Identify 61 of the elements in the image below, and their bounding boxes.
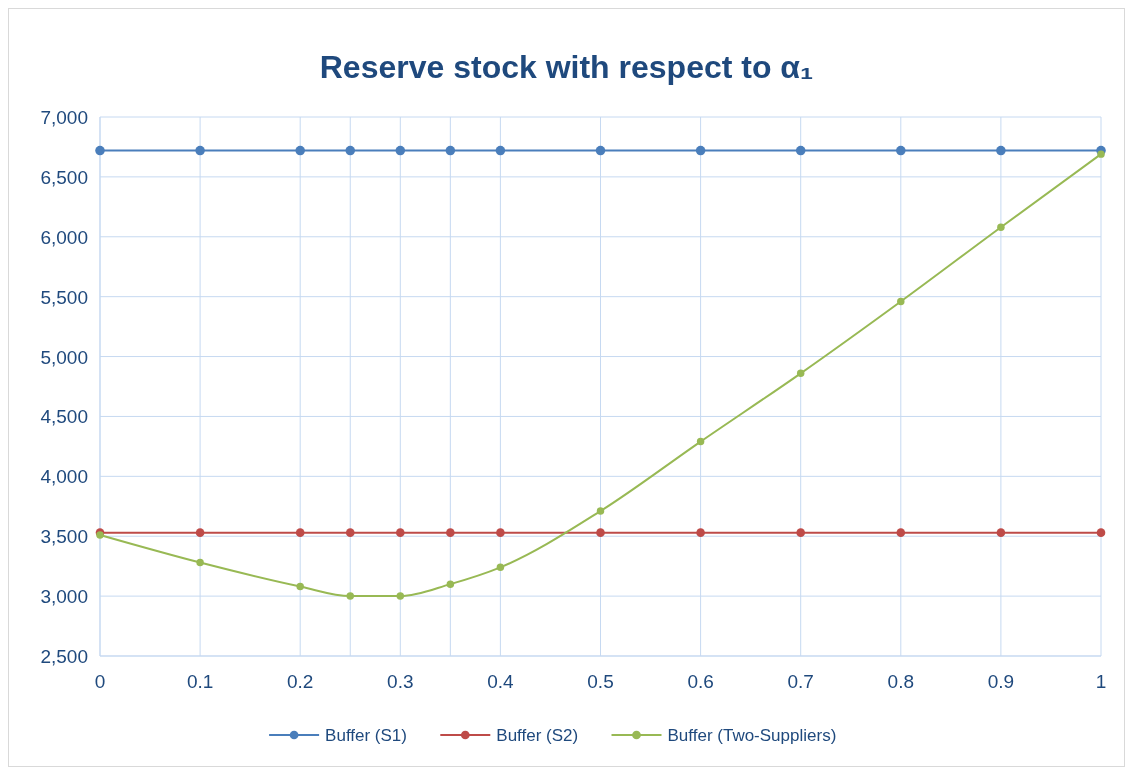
x-tick-label: 0.7 — [787, 671, 814, 692]
y-tick-label: 3,500 — [40, 526, 88, 548]
point — [896, 145, 906, 156]
y-tick-label: 5,000 — [40, 346, 88, 368]
x-tick-label: 0.4 — [487, 671, 515, 692]
point — [396, 528, 405, 537]
y-tick-label: 5,500 — [40, 286, 88, 308]
point — [95, 145, 105, 156]
x-tick-label: 0.9 — [987, 671, 1015, 692]
x-tick-label: 0.8 — [887, 671, 915, 692]
point — [796, 369, 805, 378]
x-tick-label: 0.3 — [387, 671, 414, 692]
y-tick-label: 4,500 — [40, 406, 88, 428]
point — [446, 528, 455, 537]
legend-label: Buffer (S2) — [496, 726, 579, 745]
point — [346, 592, 354, 600]
y-tick-label: 7,000 — [40, 107, 88, 128]
legend-label: Buffer (Two-Suppliers) — [667, 726, 837, 745]
point — [796, 528, 805, 537]
point — [695, 145, 706, 156]
legend-label: Buffer (S1) — [325, 726, 407, 745]
x-tick-label: 0.1 — [186, 671, 214, 692]
point — [1097, 150, 1105, 158]
point — [696, 528, 705, 537]
point — [495, 145, 506, 156]
y-tick-label: 2,500 — [40, 646, 88, 667]
point — [696, 437, 705, 446]
point — [195, 145, 205, 156]
point — [795, 145, 806, 156]
y-tick-label: 4,000 — [40, 466, 88, 488]
point — [295, 528, 305, 537]
y-tick-label: 6,500 — [40, 166, 88, 188]
point — [296, 582, 304, 591]
point — [345, 145, 356, 156]
y-tick-label: 6,000 — [40, 226, 88, 248]
point — [345, 528, 355, 537]
y-tick-label: 3,000 — [40, 586, 88, 608]
point — [496, 563, 505, 572]
point — [596, 507, 605, 515]
x-tick-label: 0.5 — [587, 671, 614, 692]
x-tick-label: 0.2 — [286, 671, 314, 692]
point — [195, 528, 205, 537]
point — [446, 580, 455, 588]
point — [996, 528, 1006, 537]
point — [196, 558, 204, 567]
point — [896, 528, 906, 537]
point — [997, 223, 1005, 231]
point — [1096, 528, 1106, 537]
point — [295, 145, 305, 156]
x-tick-label: 0.6 — [687, 671, 714, 692]
x-tick-label: 1 — [1095, 671, 1107, 692]
point — [897, 297, 905, 306]
point — [395, 145, 406, 156]
point — [445, 145, 456, 156]
point — [996, 145, 1006, 156]
chart-title: Reserve stock with respect to α₁ — [319, 49, 814, 85]
point — [596, 528, 605, 537]
point — [595, 145, 606, 156]
point — [496, 528, 505, 537]
x-tick-label: 0 — [94, 671, 106, 692]
point — [396, 592, 405, 600]
